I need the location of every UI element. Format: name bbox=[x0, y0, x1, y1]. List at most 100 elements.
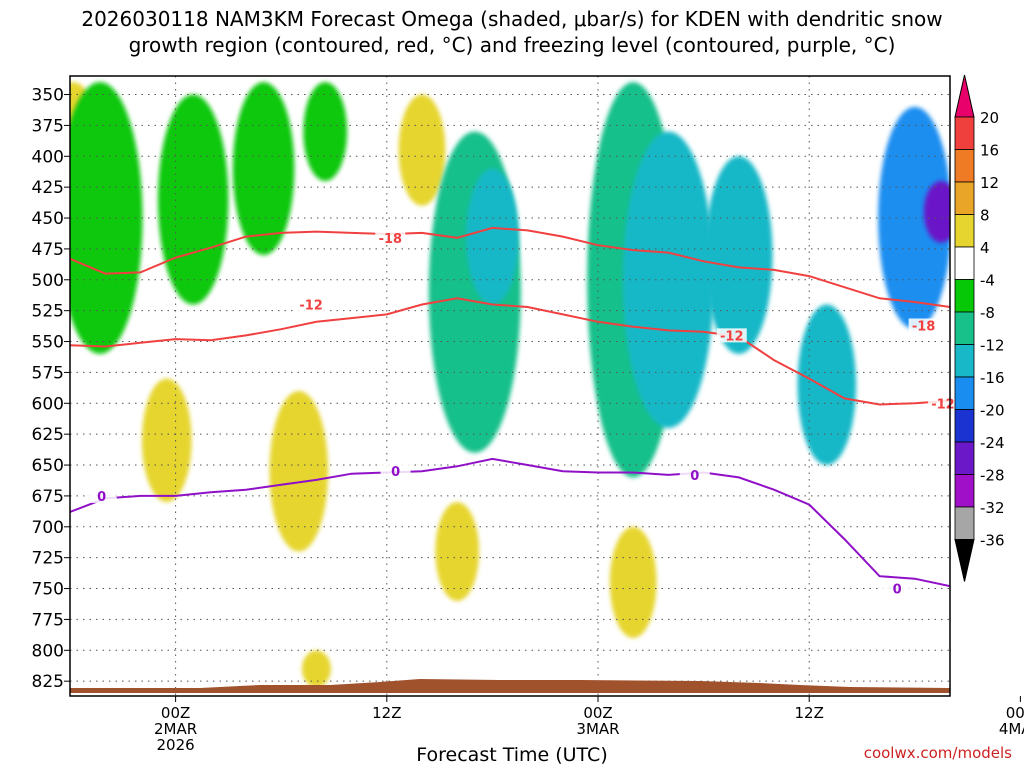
colorbar-swatch-8 bbox=[954, 344, 975, 378]
colorbar-swatch-11 bbox=[954, 441, 975, 475]
contour-line-2 bbox=[70, 457, 950, 588]
y-axis: 350 375 400 425 450 475 500 525 550 575 600 625 650 6… bbox=[32, 86, 70, 692]
x-tick-label-0-1: 2MAR bbox=[154, 720, 197, 738]
omega-region-7 bbox=[466, 168, 519, 305]
colorbar-label-5: -4 bbox=[980, 272, 995, 290]
colorbar-swatch-9 bbox=[954, 376, 975, 410]
colorbar-swatch-3 bbox=[954, 181, 975, 215]
y-tick-label-525: 525 bbox=[32, 302, 64, 322]
x-tick-label-48-0: 00Z bbox=[1006, 704, 1024, 722]
contour-label-bg-3 bbox=[908, 318, 939, 333]
contour-label-1: -12 bbox=[299, 298, 323, 313]
omega-region-1 bbox=[70, 82, 143, 354]
colorbar-swatch-2 bbox=[954, 149, 975, 183]
x-tick-label-0-2: 2026 bbox=[157, 736, 195, 754]
colorbar-label-12: -32 bbox=[980, 499, 1005, 517]
colorbar-swatch-1 bbox=[954, 116, 975, 150]
y-tick-label-450: 450 bbox=[32, 209, 64, 229]
x-tick-label-24-1: 3MAR bbox=[576, 720, 619, 738]
colorbar-swatch-7 bbox=[954, 311, 975, 345]
contour-label-bg-1 bbox=[296, 297, 327, 312]
y-tick-label-475: 475 bbox=[32, 240, 64, 260]
y-tick-label-825: 825 bbox=[32, 672, 64, 692]
contour-line-0 bbox=[70, 226, 950, 308]
y-tick-label-800: 800 bbox=[32, 641, 64, 661]
colorbar-top-arrow bbox=[954, 74, 975, 118]
contour-label-6: 0 bbox=[391, 465, 400, 480]
omega-region-15 bbox=[269, 390, 329, 552]
omega-region-2 bbox=[158, 94, 229, 305]
x-tick-label-36-0: 12Z bbox=[795, 704, 824, 722]
contour-label-bg-2 bbox=[716, 328, 747, 343]
omega-region-18 bbox=[301, 650, 331, 688]
omega-colorbar: 20 16 12 8 4 -4 -8 -12 -16 -20 -24 -28 -32 -36 bbox=[954, 74, 1005, 582]
omega-region-4 bbox=[303, 82, 348, 181]
y-tick-label-625: 625 bbox=[32, 425, 64, 445]
chart-title-line2: growth region (contoured, red, °C) and f… bbox=[128, 33, 896, 57]
contour-label-8: 0 bbox=[893, 583, 902, 598]
contour-label-3: -18 bbox=[912, 319, 936, 334]
omega-region-14 bbox=[141, 378, 192, 503]
omega-region-17 bbox=[609, 526, 657, 638]
omega-region-5 bbox=[398, 94, 446, 206]
contour-label-7: 0 bbox=[690, 469, 699, 484]
colorbar-label-4: 4 bbox=[980, 239, 990, 257]
colorbar-label-2: 12 bbox=[980, 174, 999, 192]
contour-label-bg-0 bbox=[375, 230, 406, 245]
omega-shading bbox=[70, 82, 950, 688]
y-tick-label-575: 575 bbox=[32, 363, 64, 383]
colorbar-swatch-10 bbox=[954, 409, 975, 443]
x-tick-label-24-0: 00Z bbox=[583, 704, 612, 722]
y-tick-label-700: 700 bbox=[32, 518, 64, 538]
contour-label-bg-5 bbox=[86, 488, 117, 503]
terrain-ground bbox=[70, 679, 950, 693]
contour-label-bg-8 bbox=[882, 581, 913, 596]
y-tick-label-600: 600 bbox=[32, 394, 64, 414]
x-axis: 00Z2MAR202612Z00Z3MAR12Z00Z4MAR bbox=[154, 696, 1024, 754]
y-tick-label-425: 425 bbox=[32, 178, 64, 198]
y-tick-label-650: 650 bbox=[32, 456, 64, 476]
colorbar-label-8: -16 bbox=[980, 369, 1005, 387]
contour-label-bg-7 bbox=[679, 467, 710, 482]
plot-frame bbox=[69, 75, 951, 697]
colorbar-swatch-12 bbox=[954, 474, 975, 508]
omega-region-10 bbox=[705, 156, 773, 354]
colorbar-swatch-13 bbox=[954, 506, 975, 540]
contour-label-5: 0 bbox=[97, 490, 106, 505]
contour-label-bg-6 bbox=[380, 464, 411, 479]
y-tick-label-675: 675 bbox=[32, 487, 64, 507]
colorbar-label-1: 16 bbox=[980, 142, 999, 160]
omega-region-13 bbox=[923, 180, 950, 243]
source-credit: coolwx.com/models bbox=[863, 744, 1012, 762]
y-tick-label-500: 500 bbox=[32, 271, 64, 291]
y-tick-label-725: 725 bbox=[32, 549, 64, 569]
colorbar-swatch-6 bbox=[954, 279, 975, 313]
contour-label-0: -18 bbox=[379, 232, 403, 247]
colorbar-label-10: -24 bbox=[980, 434, 1005, 452]
colorbar-swatch-4 bbox=[954, 214, 975, 248]
colorbar-label-7: -12 bbox=[980, 337, 1005, 355]
colorbar-label-11: -28 bbox=[980, 467, 1005, 485]
colorbar-bottom-arrow bbox=[954, 539, 975, 582]
colorbar-label-3: 8 bbox=[980, 207, 990, 225]
x-tick-label-0-0: 00Z bbox=[161, 704, 190, 722]
contour-line-1 bbox=[70, 297, 950, 406]
colorbar-label-0: 20 bbox=[980, 109, 999, 127]
y-tick-label-775: 775 bbox=[32, 610, 64, 630]
x-tick-label-48-1: 4MAR bbox=[999, 720, 1024, 738]
y-tick-label-375: 375 bbox=[32, 116, 64, 136]
y-tick-label-350: 350 bbox=[32, 86, 64, 106]
x-axis-title: Forecast Time (UTC) bbox=[416, 744, 608, 766]
colorbar-swatch-5 bbox=[954, 246, 975, 280]
omega-region-11 bbox=[797, 304, 857, 466]
y-tick-label-750: 750 bbox=[32, 580, 64, 600]
omega-region-16 bbox=[435, 502, 480, 601]
contour-labels: -18 -12 -12 -18 -12 0 0 0 0 bbox=[86, 230, 958, 598]
y-tick-label-550: 550 bbox=[32, 333, 64, 353]
x-tick-label-12-0: 12Z bbox=[372, 704, 401, 722]
omega-region-3 bbox=[232, 82, 295, 256]
contour-label-4: -12 bbox=[931, 397, 955, 412]
chart-title-line1: 2026030118 NAM3KM Forecast Omega (shaded… bbox=[81, 7, 943, 31]
colorbar-label-13: -36 bbox=[980, 532, 1005, 550]
